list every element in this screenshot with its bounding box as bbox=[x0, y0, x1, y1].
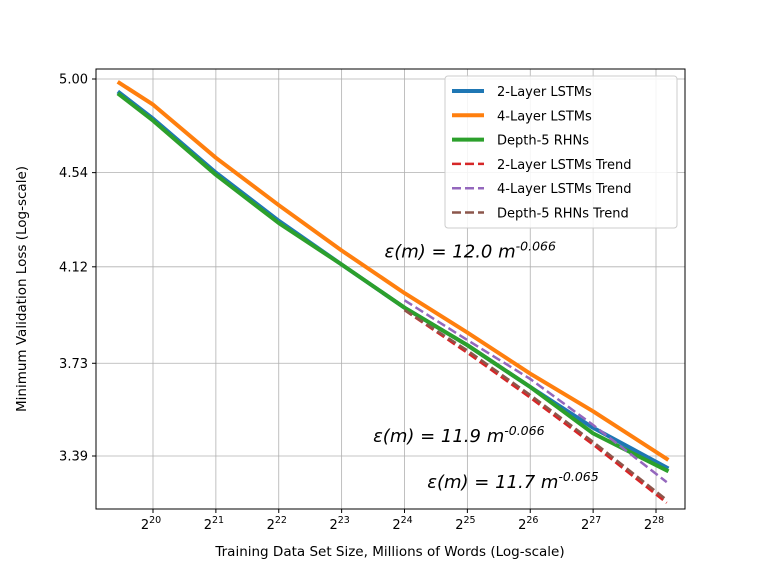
legend-label: 4-Layer LSTMs bbox=[497, 109, 592, 124]
legend: 2-Layer LSTMs 4-Layer LSTMs Depth-5 RHNs 2-… bbox=[444, 75, 678, 229]
trend-equation: ε(m) = 11.9 m-0.066 bbox=[373, 423, 545, 447]
x-tick-label: 222 bbox=[267, 515, 287, 533]
legend-label: 2-Layer LSTMs bbox=[497, 85, 592, 100]
series-line-4-layer-lstms bbox=[116, 80, 670, 462]
series-line-4-layer-lstms-trend bbox=[403, 299, 668, 484]
x-tick-label: 224 bbox=[392, 515, 412, 533]
series-layer bbox=[116, 80, 670, 504]
plot-frame bbox=[95, 68, 686, 510]
y-tick-label: 4.54 bbox=[59, 166, 88, 181]
x-axis-label: Training Data Set Size, Millions of Word… bbox=[214, 544, 564, 560]
x-tick-label: 221 bbox=[204, 515, 224, 533]
legend-label: 4-Layer LSTMs Trend bbox=[497, 182, 631, 197]
legend-label: Depth-5 RHNs Trend bbox=[497, 207, 629, 222]
x-tick-label: 227 bbox=[581, 515, 601, 533]
x-tick-label: 223 bbox=[329, 515, 349, 533]
legend-box bbox=[444, 75, 678, 229]
x-tick-label: 228 bbox=[644, 515, 664, 533]
trend-equation: ε(m) = 11.7 m-0.065 bbox=[427, 469, 599, 493]
x-tick-label: 225 bbox=[455, 515, 475, 533]
y-tick-label: 5.00 bbox=[59, 73, 88, 88]
legend-label: 2-Layer LSTMs Trend bbox=[497, 158, 631, 173]
y-axis-label: Minimum Validation Loss (Log-scale) bbox=[14, 166, 30, 412]
y-tick-label: 4.12 bbox=[59, 260, 88, 275]
legend-items: 2-Layer LSTMs 4-Layer LSTMs Depth-5 RHNs 2-… bbox=[452, 85, 631, 222]
y-tick-label: 3.39 bbox=[59, 450, 88, 465]
x-tick-label: 220 bbox=[141, 515, 161, 533]
y-tick-label: 3.73 bbox=[59, 357, 88, 372]
x-axis-ticks: 220 221 222 223 224 225 226 227 228 bbox=[141, 509, 664, 533]
x-tick-label: 226 bbox=[518, 515, 538, 533]
series-line-depth-5-rhns-trend bbox=[403, 309, 668, 501]
series-line-2-layer-lstms-trend bbox=[403, 309, 668, 504]
y-axis-ticks: 3.39 3.73 4.12 4.54 5.00 bbox=[59, 73, 96, 465]
legend-label: Depth-5 RHNs bbox=[497, 134, 589, 149]
series-line-depth-5-rhns bbox=[116, 91, 670, 474]
